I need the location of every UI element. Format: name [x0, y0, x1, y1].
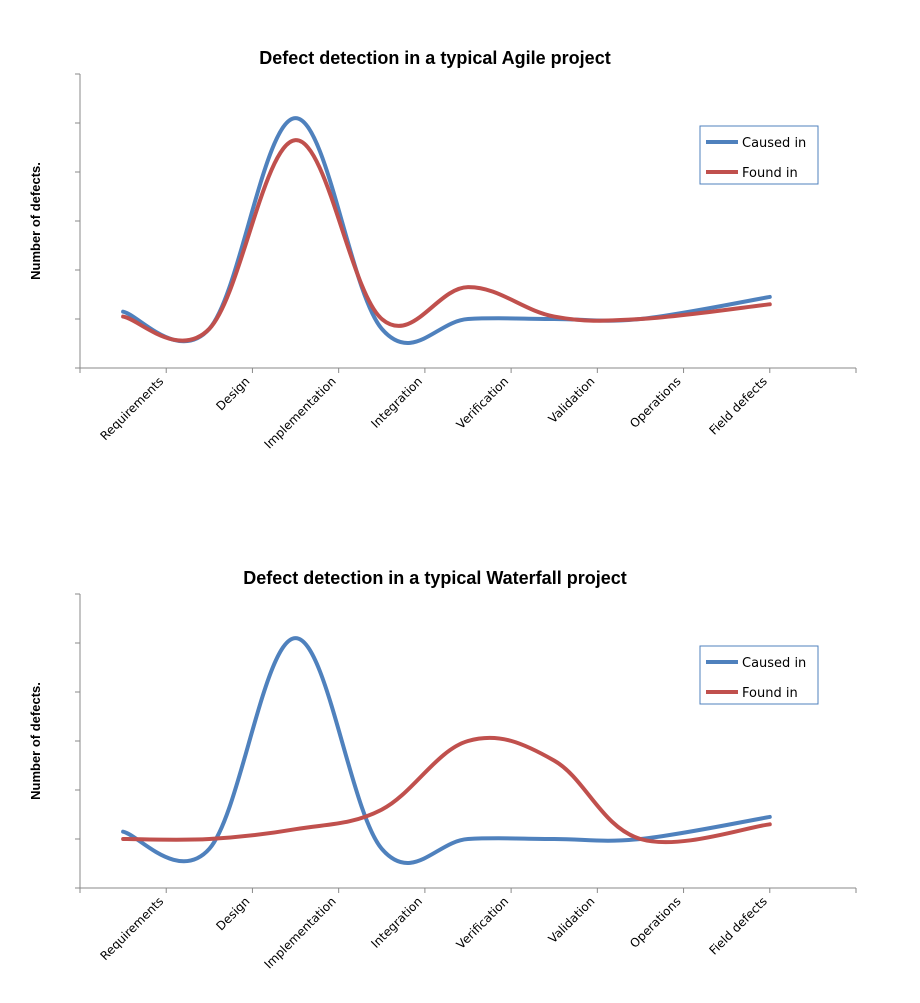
x-tick-label: Design — [213, 374, 252, 413]
x-tick-label: Validation — [546, 894, 598, 946]
waterfall-chart-svg: Defect detection in a typical Waterfall … — [28, 568, 857, 972]
x-tick-label: Integration — [368, 894, 425, 951]
legend-box — [699, 645, 819, 705]
x-tick-label: Verification — [454, 374, 512, 432]
series-line-caused-in — [121, 636, 772, 865]
legend-label: Found in — [742, 166, 798, 181]
x-tick-label: Requirements — [97, 374, 166, 443]
legend: Caused in Found in — [699, 125, 819, 185]
x-tick-label: Validation — [546, 374, 598, 426]
waterfall-chart: Defect detection in a typical Waterfall … — [0, 520, 920, 1003]
x-tick-label: Implementation — [262, 374, 339, 451]
chart-title: Defect detection in a typical Agile proj… — [259, 48, 610, 68]
x-tick-label: Design — [213, 894, 252, 933]
agile-chart: Defect detection in a typical Agile proj… — [0, 0, 920, 500]
legend-box — [699, 125, 819, 185]
chart-title: Defect detection in a typical Waterfall … — [243, 568, 626, 588]
x-tick-label: Implementation — [262, 894, 339, 971]
series-line-found-in — [121, 735, 772, 845]
legend-label: Caused in — [742, 656, 806, 671]
x-tick-label: Operations — [627, 374, 684, 431]
x-tick-label: Requirements — [97, 894, 166, 963]
x-tick-label: Operations — [627, 894, 684, 951]
x-tick-label: Field defects — [706, 374, 769, 437]
x-tick-label: Verification — [454, 894, 512, 952]
legend: Caused in Found in — [699, 645, 819, 705]
x-tick-label: Field defects — [706, 894, 769, 957]
legend-label: Found in — [742, 686, 798, 701]
y-axis-label: Number of defects. — [28, 162, 43, 280]
legend-label: Caused in — [742, 136, 806, 151]
y-axis-label: Number of defects. — [28, 682, 43, 800]
x-tick-label: Integration — [368, 374, 425, 431]
agile-chart-svg: Defect detection in a typical Agile proj… — [28, 48, 857, 452]
series-line-found-in — [121, 138, 772, 343]
